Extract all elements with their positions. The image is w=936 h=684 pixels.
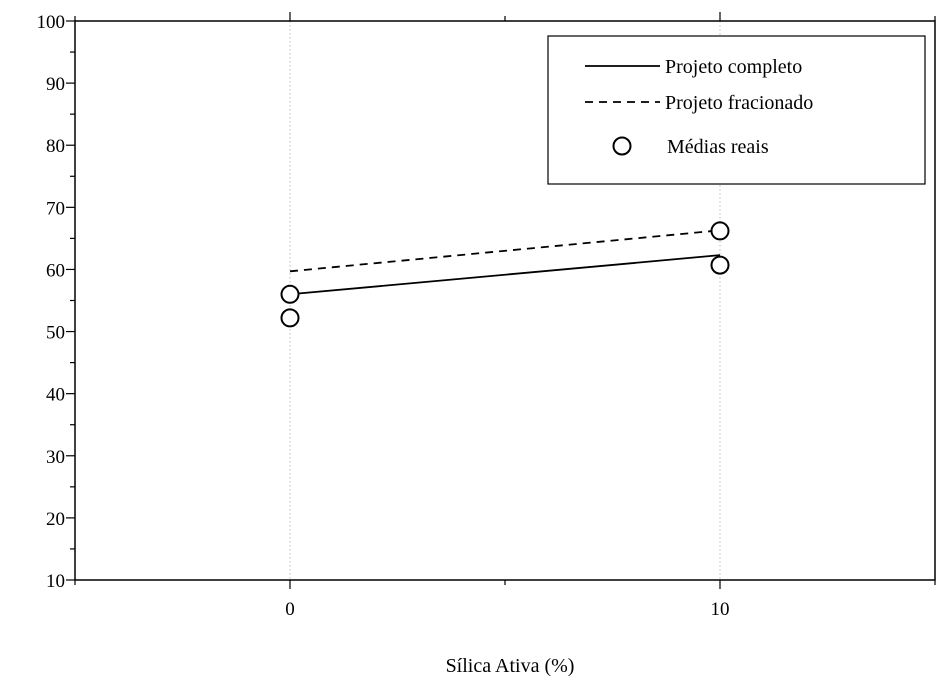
legend-label: Projeto fracionado: [665, 92, 813, 114]
series-line-projeto-fracionado: [289, 229, 721, 273]
y-tick-label: 20: [46, 509, 65, 530]
y-tick-label: 60: [46, 260, 65, 281]
x-axis-title: Sílica Ativa (%): [446, 655, 575, 677]
y-tick-label: 100: [37, 12, 66, 33]
y-tick-label: 90: [46, 74, 65, 95]
y-tick-label: 10: [46, 571, 65, 592]
y-tick-label: 80: [46, 136, 65, 157]
series-layer: [280, 221, 730, 328]
legend-label: Projeto completo: [665, 56, 802, 78]
y-tick-label: 50: [46, 323, 65, 344]
x-tick-label: 10: [711, 599, 730, 620]
legend-label: Médias reais: [667, 136, 769, 158]
data-point-media-real: [710, 255, 730, 275]
data-point-media-real: [280, 284, 300, 304]
legend-box: [547, 35, 926, 185]
legend: Projeto completo Projeto fracionado Médias…: [547, 35, 926, 185]
x-tick-label: 0: [285, 599, 295, 620]
data-point-media-real: [710, 221, 730, 241]
legend-swatch-circle: [612, 136, 632, 156]
axis-layer: 10 20 30 40 50 60 70 80 90 100 0 10: [37, 12, 936, 620]
y-tick-label: 30: [46, 447, 65, 468]
series-line-projeto-completo: [289, 254, 721, 296]
data-point-media-real: [280, 308, 300, 328]
y-tick-label: 40: [46, 385, 65, 406]
y-tick-label: 70: [46, 198, 65, 219]
